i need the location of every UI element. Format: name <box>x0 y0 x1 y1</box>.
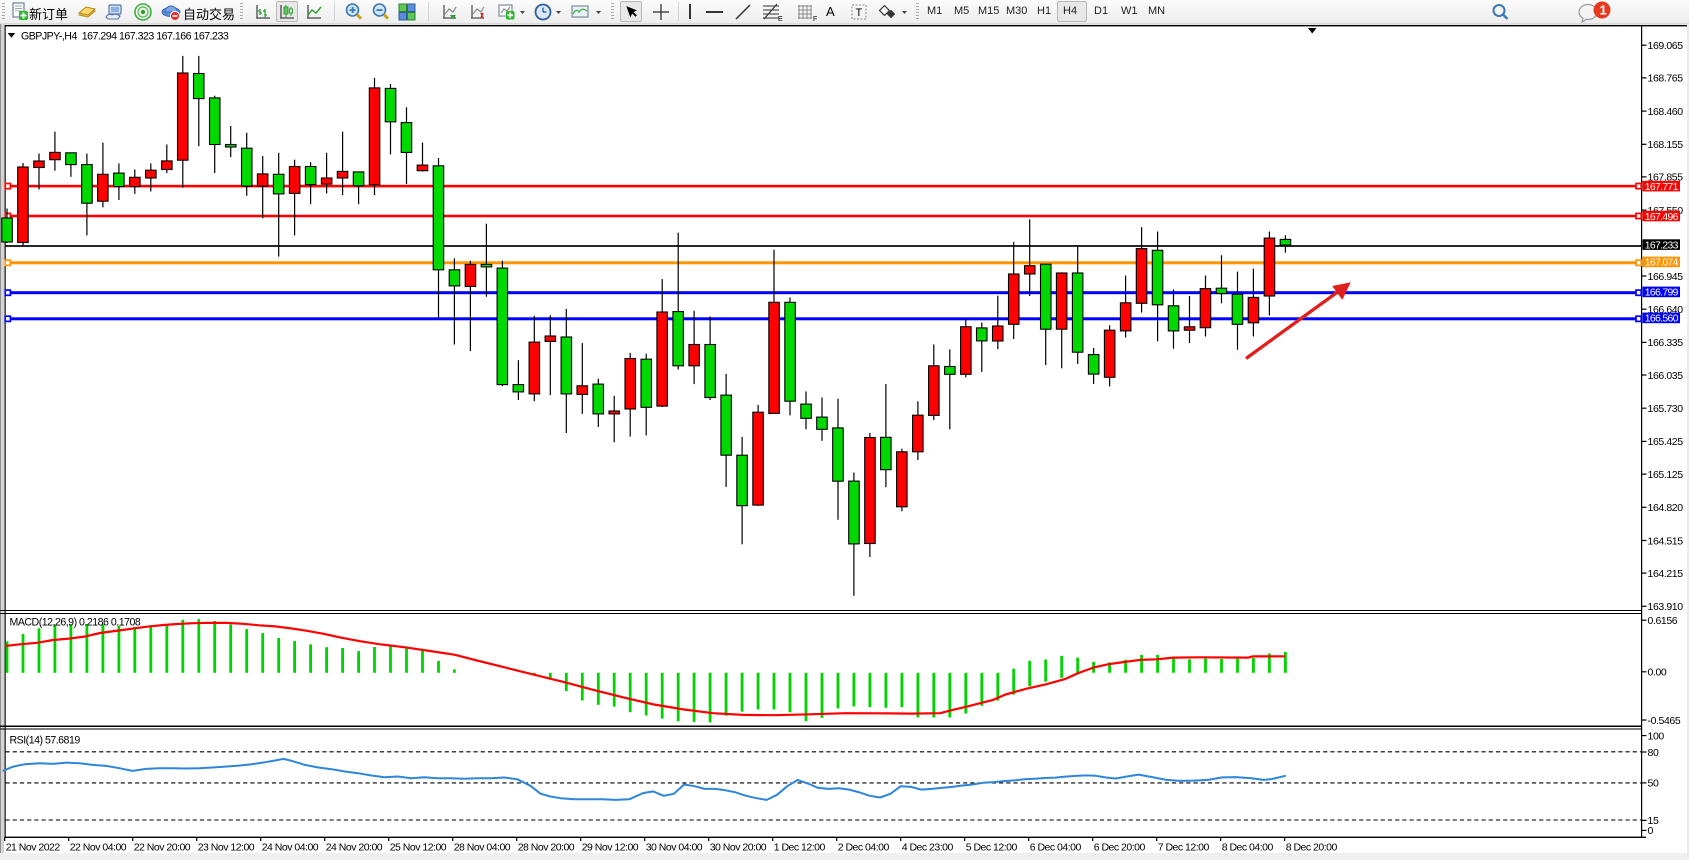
svg-text:8 Dec 04:00: 8 Dec 04:00 <box>1222 842 1274 854</box>
svg-text:4 Dec 23:00: 4 Dec 23:00 <box>902 842 954 854</box>
svg-text:1 Dec 12:00: 1 Dec 12:00 <box>774 842 826 854</box>
svg-text:169.065: 169.065 <box>1648 40 1684 52</box>
svg-text:28 Nov 20:00: 28 Nov 20:00 <box>518 842 575 854</box>
svg-text:167.496: 167.496 <box>1645 212 1679 223</box>
svg-text:7 Dec 12:00: 7 Dec 12:00 <box>1158 842 1210 854</box>
svg-text:167.771: 167.771 <box>1645 182 1679 193</box>
svg-text:50: 50 <box>1648 778 1659 790</box>
svg-text:6 Dec 04:00: 6 Dec 04:00 <box>1030 842 1082 854</box>
svg-text:167.074: 167.074 <box>1645 258 1679 269</box>
svg-text:15: 15 <box>1648 815 1659 827</box>
svg-text:6 Dec 20:00: 6 Dec 20:00 <box>1094 842 1146 854</box>
svg-text:168.765: 168.765 <box>1648 73 1684 85</box>
svg-text:28 Nov 04:00: 28 Nov 04:00 <box>454 842 511 854</box>
svg-text:166.035: 166.035 <box>1648 370 1684 382</box>
svg-text:164.820: 164.820 <box>1648 502 1684 514</box>
svg-text:30 Nov 04:00: 30 Nov 04:00 <box>646 842 703 854</box>
svg-text:0: 0 <box>1648 825 1654 837</box>
svg-text:167.233: 167.233 <box>1645 240 1679 251</box>
svg-text:168.460: 168.460 <box>1648 106 1684 118</box>
svg-text:24 Nov 04:00: 24 Nov 04:00 <box>262 842 319 854</box>
svg-text:5 Dec 12:00: 5 Dec 12:00 <box>966 842 1018 854</box>
svg-text:T: T <box>856 7 863 19</box>
svg-text:166.945: 166.945 <box>1648 271 1684 283</box>
svg-text:165.425: 165.425 <box>1648 436 1684 448</box>
svg-text:164.215: 164.215 <box>1648 568 1684 580</box>
svg-text:168.155: 168.155 <box>1648 139 1684 151</box>
svg-text:167.855: 167.855 <box>1648 172 1684 184</box>
svg-text:22 Nov 04:00: 22 Nov 04:00 <box>70 842 127 854</box>
svg-text:RSI(14) 57.6819: RSI(14) 57.6819 <box>10 735 81 747</box>
svg-text:165.730: 165.730 <box>1648 403 1684 415</box>
svg-text:8 Dec 20:00: 8 Dec 20:00 <box>1286 842 1338 854</box>
svg-text:80: 80 <box>1648 747 1659 759</box>
svg-text:1: 1 <box>1600 3 1607 18</box>
svg-text:E: E <box>778 16 783 22</box>
svg-text:0.6156: 0.6156 <box>1648 615 1678 627</box>
svg-text:23 Nov 12:00: 23 Nov 12:00 <box>198 842 255 854</box>
svg-text:25 Nov 12:00: 25 Nov 12:00 <box>390 842 447 854</box>
svg-text:21 Nov 2022: 21 Nov 2022 <box>6 842 61 854</box>
svg-text:166.560: 166.560 <box>1645 314 1679 325</box>
svg-text:0.00: 0.00 <box>1648 667 1667 679</box>
svg-text:GBPJPY-,H4 167.294 167.323 16: GBPJPY-,H4 167.294 167.323 167.166 167.2… <box>21 30 229 42</box>
svg-text:165.125: 165.125 <box>1648 469 1684 481</box>
svg-text:164.515: 164.515 <box>1648 535 1684 547</box>
svg-text:22 Nov 20:00: 22 Nov 20:00 <box>134 842 191 854</box>
svg-text:166.799: 166.799 <box>1645 288 1679 299</box>
svg-text:2 Dec 04:00: 2 Dec 04:00 <box>838 842 890 854</box>
svg-text:24 Nov 20:00: 24 Nov 20:00 <box>326 842 383 854</box>
svg-text:29 Nov 12:00: 29 Nov 12:00 <box>582 842 639 854</box>
svg-text:-0.5465: -0.5465 <box>1648 715 1681 727</box>
svg-text:F: F <box>813 16 817 22</box>
svg-text:163.910: 163.910 <box>1648 601 1684 613</box>
svg-text:MACD(12,26,9) 0.2186 0.1708: MACD(12,26,9) 0.2186 0.1708 <box>10 616 141 628</box>
svg-text:166.335: 166.335 <box>1648 337 1684 349</box>
svg-text:30 Nov 20:00: 30 Nov 20:00 <box>710 842 767 854</box>
svg-text:100: 100 <box>1648 730 1665 742</box>
